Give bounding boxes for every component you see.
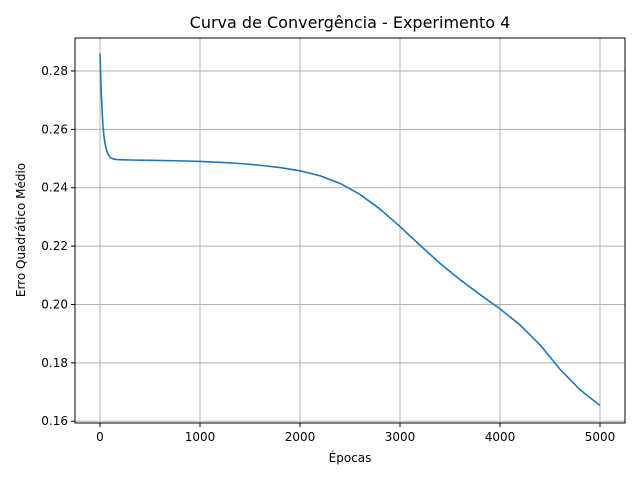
y-tick-label: 0.26 [41, 122, 68, 136]
y-axis-label: Erro Quadrático Médio [14, 163, 28, 297]
y-tick-label: 0.24 [41, 181, 68, 195]
axes-frame [74, 37, 626, 424]
x-tick-label: 5000 [585, 430, 616, 444]
series-line [99, 53, 601, 407]
x-axis-label: Épocas [329, 450, 372, 465]
y-tick-label: 0.18 [41, 356, 68, 370]
y-tick-label: 0.16 [41, 414, 68, 428]
grid-lines [75, 38, 625, 423]
x-tick-label: 2000 [285, 430, 316, 444]
x-tick-label: 1000 [185, 430, 216, 444]
x-tick-label: 0 [96, 430, 104, 444]
y-tick-label: 0.20 [41, 297, 68, 311]
x-tick-label: 3000 [385, 430, 416, 444]
y-tick-label: 0.28 [41, 64, 68, 78]
y-tick-label: 0.22 [41, 239, 68, 253]
x-tick-label: 4000 [485, 430, 516, 444]
series-layer [99, 53, 601, 407]
tick-layer: 0 1000 2000 3000 4000 5000 0.16 0.18 0.20 0.22 0.2… [41, 64, 615, 444]
chart-title: Curva de Convergência - Experimento 4 [190, 13, 511, 32]
